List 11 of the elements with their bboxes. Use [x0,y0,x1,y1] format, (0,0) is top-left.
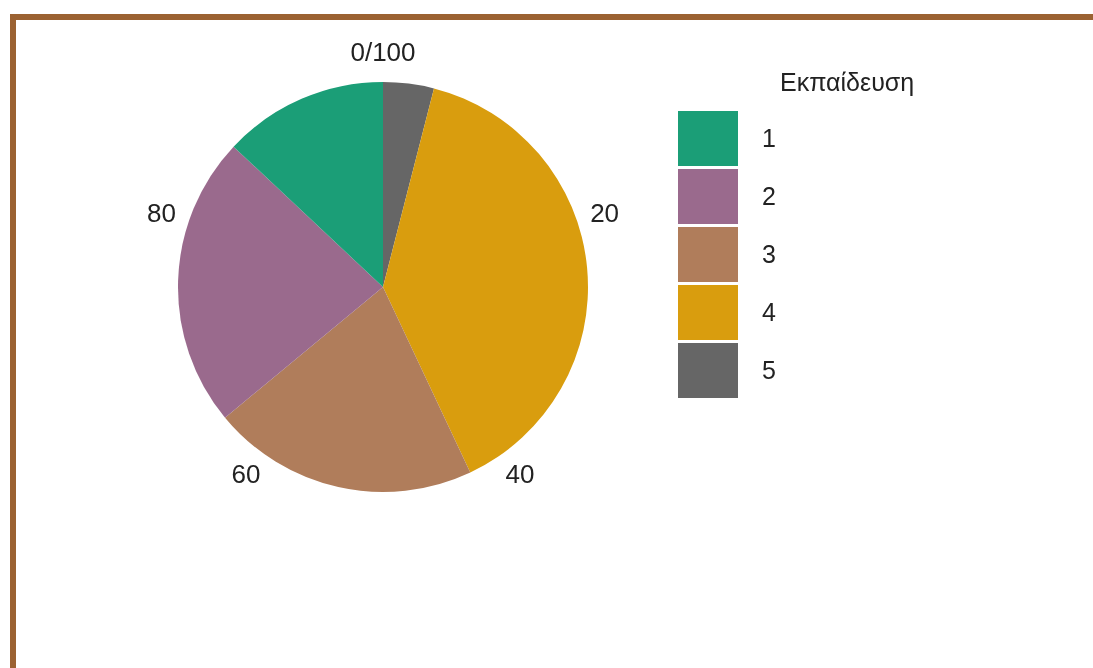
text: 40 [505,458,535,489]
text: 60 [231,458,261,489]
legend-label: 1 [762,123,776,153]
text: 0/100 [350,37,416,68]
legend-label: 2 [762,181,776,211]
legend-label: 4 [762,297,776,327]
text: 80 [146,198,176,229]
legend-title: Εκπαίδευση [780,68,915,97]
text: 20 [590,198,620,229]
legend-label: 5 [762,355,776,385]
legend-label: 3 [762,239,776,269]
